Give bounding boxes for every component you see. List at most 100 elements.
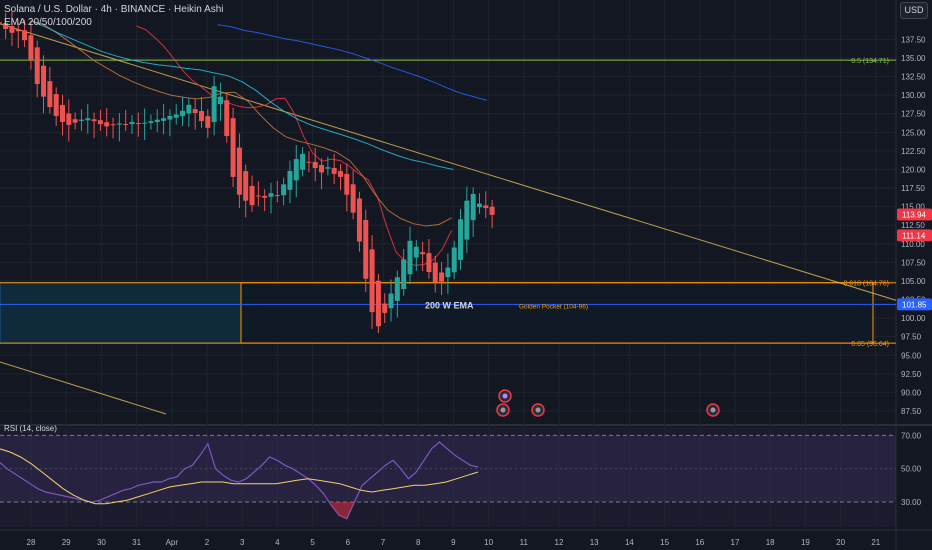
price-tag bbox=[897, 298, 932, 311]
time-tick-label: 12 bbox=[555, 538, 564, 547]
time-tick-label: 7 bbox=[381, 538, 386, 547]
price-tick-label: 97.50 bbox=[901, 333, 922, 342]
candle bbox=[451, 247, 457, 273]
candle bbox=[91, 119, 97, 122]
price-tick-label: 105.00 bbox=[901, 277, 926, 286]
candle bbox=[161, 118, 167, 121]
price-tag-label: 113.94 bbox=[902, 211, 926, 220]
price-tick-label: 122.50 bbox=[901, 147, 926, 156]
candle bbox=[28, 35, 34, 60]
candle bbox=[300, 153, 306, 170]
ema-100-line bbox=[30, 20, 454, 170]
price-tick-label: 90.00 bbox=[901, 388, 922, 397]
candle bbox=[293, 159, 299, 181]
candle bbox=[104, 122, 110, 127]
price-tick-label: 110.00 bbox=[901, 240, 925, 249]
currency-button[interactable]: USD bbox=[900, 2, 928, 19]
price-tick-label: 132.50 bbox=[901, 73, 926, 82]
candle bbox=[407, 240, 413, 275]
candle bbox=[325, 167, 331, 169]
candle bbox=[287, 170, 293, 190]
symbol-title[interactable]: Solana / U.S. Dollar · 4h · BINANCE · He… bbox=[4, 4, 224, 15]
rsi-tick-label: 50.00 bbox=[901, 465, 922, 474]
rsi-label: RSI (14, close) bbox=[4, 424, 57, 433]
time-tick-label: 15 bbox=[660, 538, 669, 547]
annotation-golden-pocket: Golden Pocket (104-96) bbox=[519, 303, 588, 310]
event-dot-icon bbox=[706, 403, 720, 417]
candle bbox=[192, 109, 198, 113]
event-dot-icon bbox=[496, 403, 510, 417]
candle bbox=[230, 118, 236, 177]
time-tick-label: 28 bbox=[27, 538, 36, 547]
candle bbox=[439, 272, 445, 282]
rsi-tick-label: 70.00 bbox=[901, 431, 922, 440]
time-tick-label: 11 bbox=[520, 538, 529, 547]
rsi-line bbox=[0, 441, 479, 520]
candle bbox=[476, 203, 482, 208]
candle bbox=[167, 115, 173, 120]
time-tick-label: 5 bbox=[310, 538, 315, 547]
price-tick-label: 135.00 bbox=[901, 54, 926, 63]
time-tick-label: Apr bbox=[166, 538, 179, 547]
candle bbox=[401, 259, 407, 290]
candle bbox=[85, 118, 91, 121]
price-tick-label: 95.00 bbox=[901, 351, 922, 360]
candle bbox=[255, 195, 261, 197]
candle bbox=[224, 100, 230, 137]
candle bbox=[363, 220, 369, 279]
candle bbox=[205, 116, 211, 128]
candle bbox=[306, 161, 312, 163]
candle bbox=[369, 249, 375, 313]
candle bbox=[382, 303, 388, 313]
time-tick-label: 6 bbox=[346, 538, 351, 547]
rsi-oversold-fill bbox=[331, 502, 340, 516]
price-tag bbox=[897, 208, 932, 221]
candle bbox=[123, 123, 129, 125]
zone-box-left bbox=[0, 282, 242, 344]
candle bbox=[180, 110, 186, 117]
ema-indicator-label[interactable]: EMA 20/50/100/200 bbox=[4, 17, 92, 28]
rsi-oversold-fill bbox=[339, 502, 347, 519]
candle bbox=[268, 193, 274, 197]
price-tick-label: 100.00 bbox=[901, 314, 926, 323]
time-tick-label: 19 bbox=[801, 538, 810, 547]
candle bbox=[148, 121, 154, 123]
candle bbox=[22, 30, 28, 41]
time-tick-label: 20 bbox=[836, 538, 845, 547]
price-tick-label: 137.50 bbox=[901, 35, 926, 44]
candle bbox=[97, 120, 103, 125]
rsi-oversold-fill bbox=[346, 502, 355, 519]
candle bbox=[350, 184, 356, 213]
candle bbox=[72, 119, 78, 123]
candle bbox=[0, 22, 2, 24]
candle bbox=[78, 119, 84, 121]
candle bbox=[66, 113, 72, 125]
price-tick-label: 87.50 bbox=[901, 407, 922, 416]
candle bbox=[281, 184, 287, 196]
lower-trendline bbox=[0, 361, 167, 415]
candle bbox=[394, 277, 400, 301]
candle bbox=[483, 205, 489, 209]
rsi-ma-line bbox=[0, 448, 479, 505]
time-tick-label: 17 bbox=[731, 538, 740, 547]
candle bbox=[331, 167, 337, 174]
candle bbox=[142, 122, 148, 124]
price-tick-label: 115.00 bbox=[901, 203, 925, 212]
price-tick-label: 120.00 bbox=[901, 165, 926, 174]
candle bbox=[470, 193, 476, 221]
fib-level-label: 0.618 (104.76) bbox=[843, 281, 889, 288]
time-tick-label: 30 bbox=[97, 538, 106, 547]
price-tick-label: 107.50 bbox=[901, 258, 926, 267]
candle bbox=[312, 161, 318, 168]
price-tick-label: 92.50 bbox=[901, 370, 922, 379]
annotation-200w-ema: 200 W EMA bbox=[425, 300, 474, 310]
candle bbox=[173, 114, 179, 118]
price-tag-label: 101.85 bbox=[902, 300, 927, 309]
candle bbox=[129, 121, 135, 125]
price-tag bbox=[897, 229, 932, 242]
time-tick-label: 9 bbox=[451, 538, 456, 547]
time-tick-label: 2 bbox=[205, 538, 210, 547]
price-tick-label: 127.50 bbox=[901, 110, 926, 119]
